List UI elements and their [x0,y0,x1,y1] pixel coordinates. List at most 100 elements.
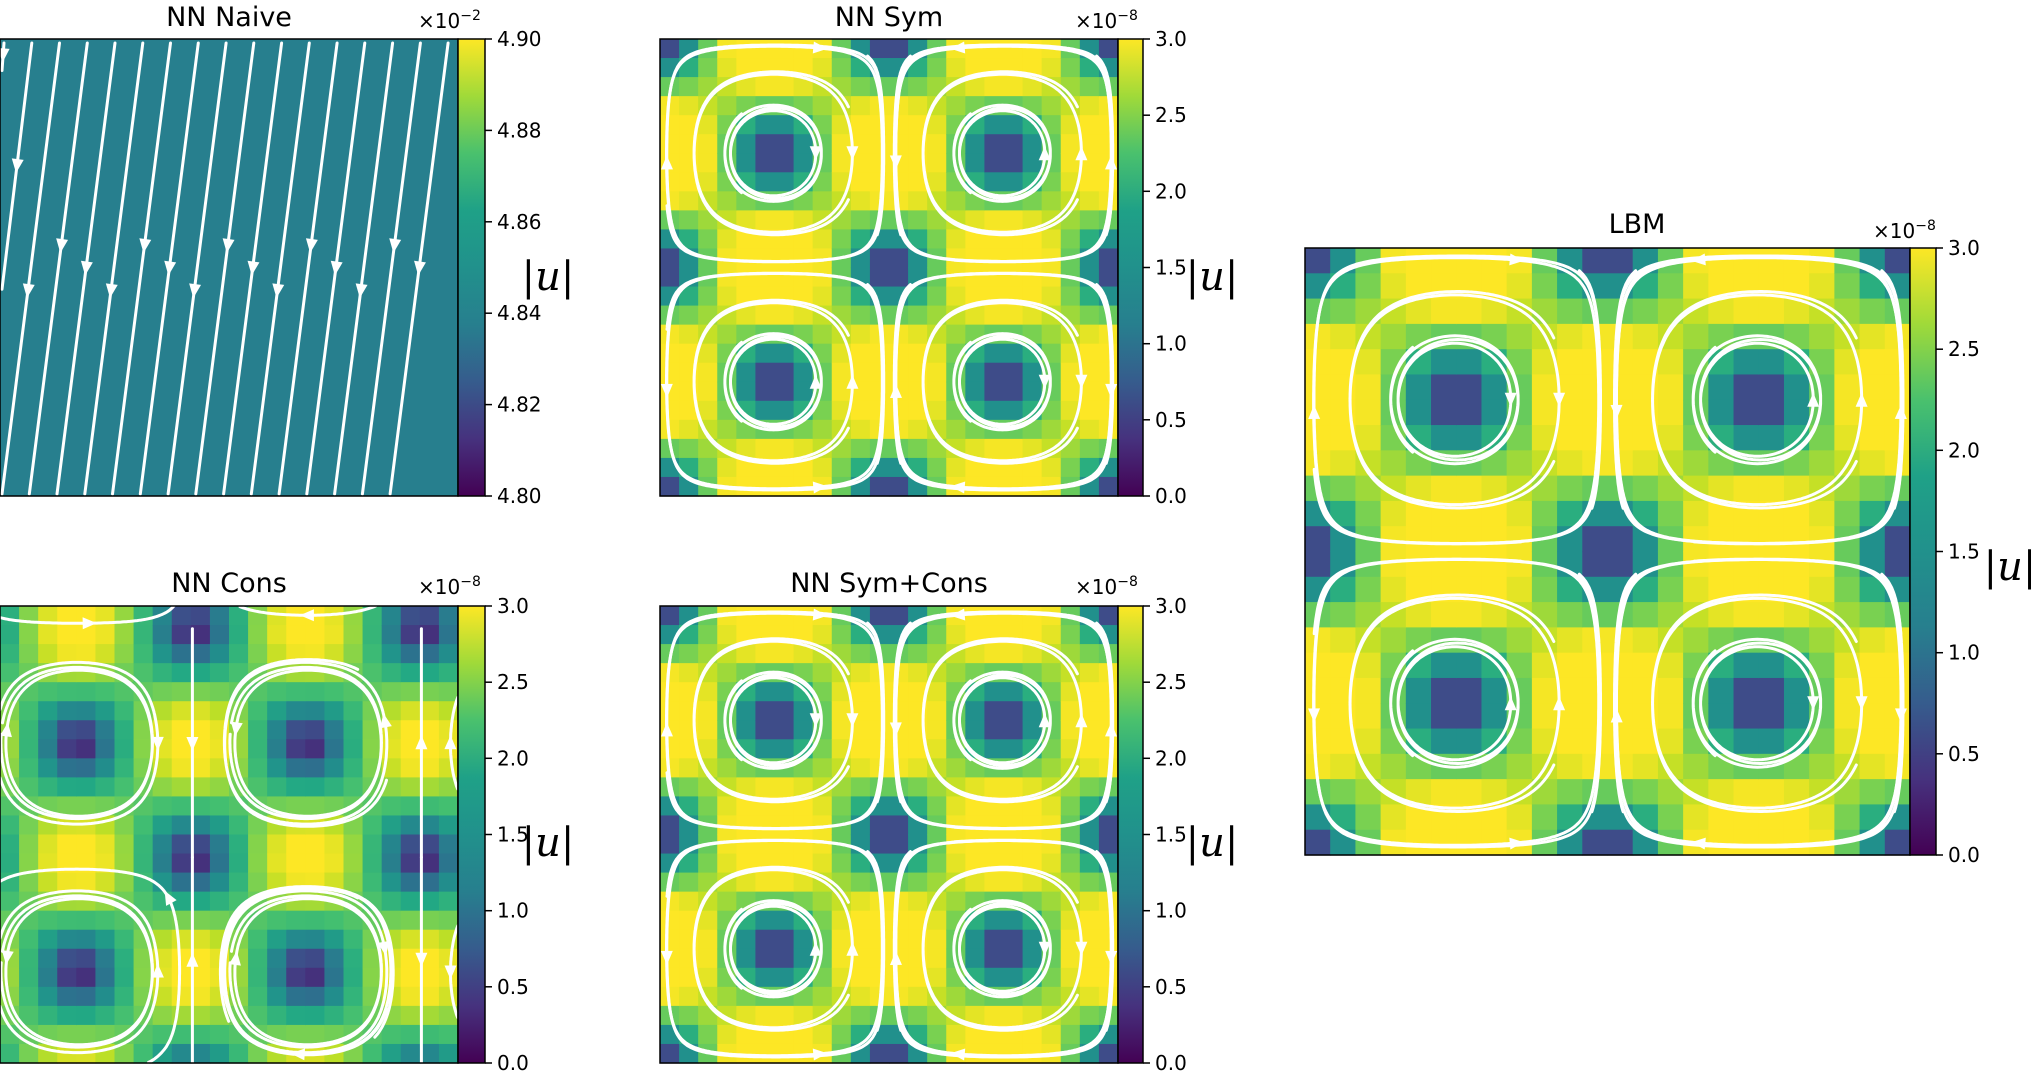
heatmap-cell [95,606,116,626]
heatmap-cell [793,248,814,269]
heatmap-cell [286,1005,306,1026]
heatmap-cell [343,834,364,855]
heatmap-cell [755,739,776,759]
heatmap-cell [114,644,135,664]
heatmap-cell [793,872,814,893]
heatmap-cell [889,400,909,421]
heatmap-cell [679,115,699,135]
heatmap-cell [1003,153,1024,173]
heatmap-cell [1783,677,1810,704]
heatmap-cell [1079,229,1100,250]
heatmap-cell [1330,450,1357,477]
heatmap-cell [419,682,440,702]
heatmap-cell [679,986,699,1007]
colorbar-tick-label: 3.0 [497,594,529,618]
heatmap-cell [1431,248,1457,274]
heatmap-cell [1531,804,1558,831]
heatmap-cell [984,1043,1005,1064]
heatmap-cell [1582,425,1609,451]
heatmap-cell [1431,349,1457,376]
heatmap-cell [362,834,383,855]
heatmap-cell [869,606,890,626]
heatmap-cell [774,362,795,383]
heatmap-cell [984,267,1005,288]
heatmap-cell [400,986,421,1007]
heatmap-cell [57,986,77,1007]
heatmap-cell [190,1005,211,1026]
heatmap-cell [850,644,871,664]
heatmap-cell [965,229,986,250]
heatmap-cell [927,853,947,874]
heatmap-cell [946,625,966,645]
heatmap-cell [209,815,230,836]
heatmap-cell [1456,677,1483,704]
heatmap-cell [209,796,230,817]
heatmap-cell [736,248,757,269]
heatmap-cell [984,476,1005,497]
heatmap-cell [869,362,890,383]
heatmap-cell [76,606,97,626]
heatmap-cell [1003,381,1024,402]
heatmap-cell [95,682,116,702]
heatmap-cell [267,834,287,855]
heatmap-cell [1481,374,1508,401]
panel-nn-sym-cons: NN Sym+Cons 0.0 0.5 1.0 1.5 2.0 2.5 3.0 |u| ×1… [659,568,1238,1074]
heatmap-cell [850,438,871,459]
heatmap-cell [736,739,757,759]
heatmap-cell [1506,500,1533,527]
heatmap-cell [717,986,737,1007]
heatmap-cell [793,77,814,97]
heatmap-cell [869,153,890,173]
heatmap-cell [419,1005,440,1026]
heatmap-cell [660,343,680,364]
heatmap-cell [1380,753,1407,780]
heatmap-cell [965,872,986,893]
heatmap-cell [1431,298,1457,325]
heatmap-cell [229,872,249,893]
heatmap-cell [908,419,928,440]
heatmap-cell [736,457,757,478]
heatmap-cell [286,739,306,759]
heatmap-cell [419,758,440,778]
heatmap-cell [908,910,928,931]
heatmap-cell [736,229,757,250]
heatmap-cell [755,134,776,154]
heatmap-cell [984,248,1005,269]
heatmap-cell [660,910,680,931]
heatmap-cell [305,739,326,759]
heatmap-cell [946,248,966,269]
heatmap-cell [1531,602,1558,628]
heatmap-cell [1079,853,1100,874]
heatmap-cell [908,872,928,893]
heatmap-cell [812,891,833,912]
heatmap-cell [286,758,306,778]
heatmap-cell [343,986,364,1007]
heatmap-cell [1758,298,1785,325]
heatmap-cell [1022,438,1043,459]
heatmap-cell [305,1024,326,1045]
heatmap-cell [343,777,364,798]
heatmap-cell [679,343,699,364]
heatmap-cell [869,267,890,288]
heatmap-cell [869,910,890,931]
heatmap-cell [1683,273,1709,300]
heatmap-cell [1431,602,1457,628]
heatmap-cell [1708,374,1735,401]
heatmap-cell [869,115,890,135]
heatmap-cell [774,739,795,759]
heatmap-cell [1657,703,1684,730]
heatmap-cell [850,777,871,798]
heatmap-cell [1041,625,1062,645]
heatmap-cell [698,58,718,78]
heatmap-cell [1079,872,1100,893]
heatmap-cell [1305,349,1331,376]
heatmap-cell [1809,450,1835,477]
heatmap-cell [1098,115,1119,135]
heatmap-cell [889,929,909,950]
heatmap-cell [400,758,421,778]
streamline-arrow [809,941,822,956]
heatmap-cell [1607,425,1634,451]
heatmap-cell [209,853,230,874]
heatmap-cell [381,1024,402,1045]
heatmap-cell [38,834,58,855]
